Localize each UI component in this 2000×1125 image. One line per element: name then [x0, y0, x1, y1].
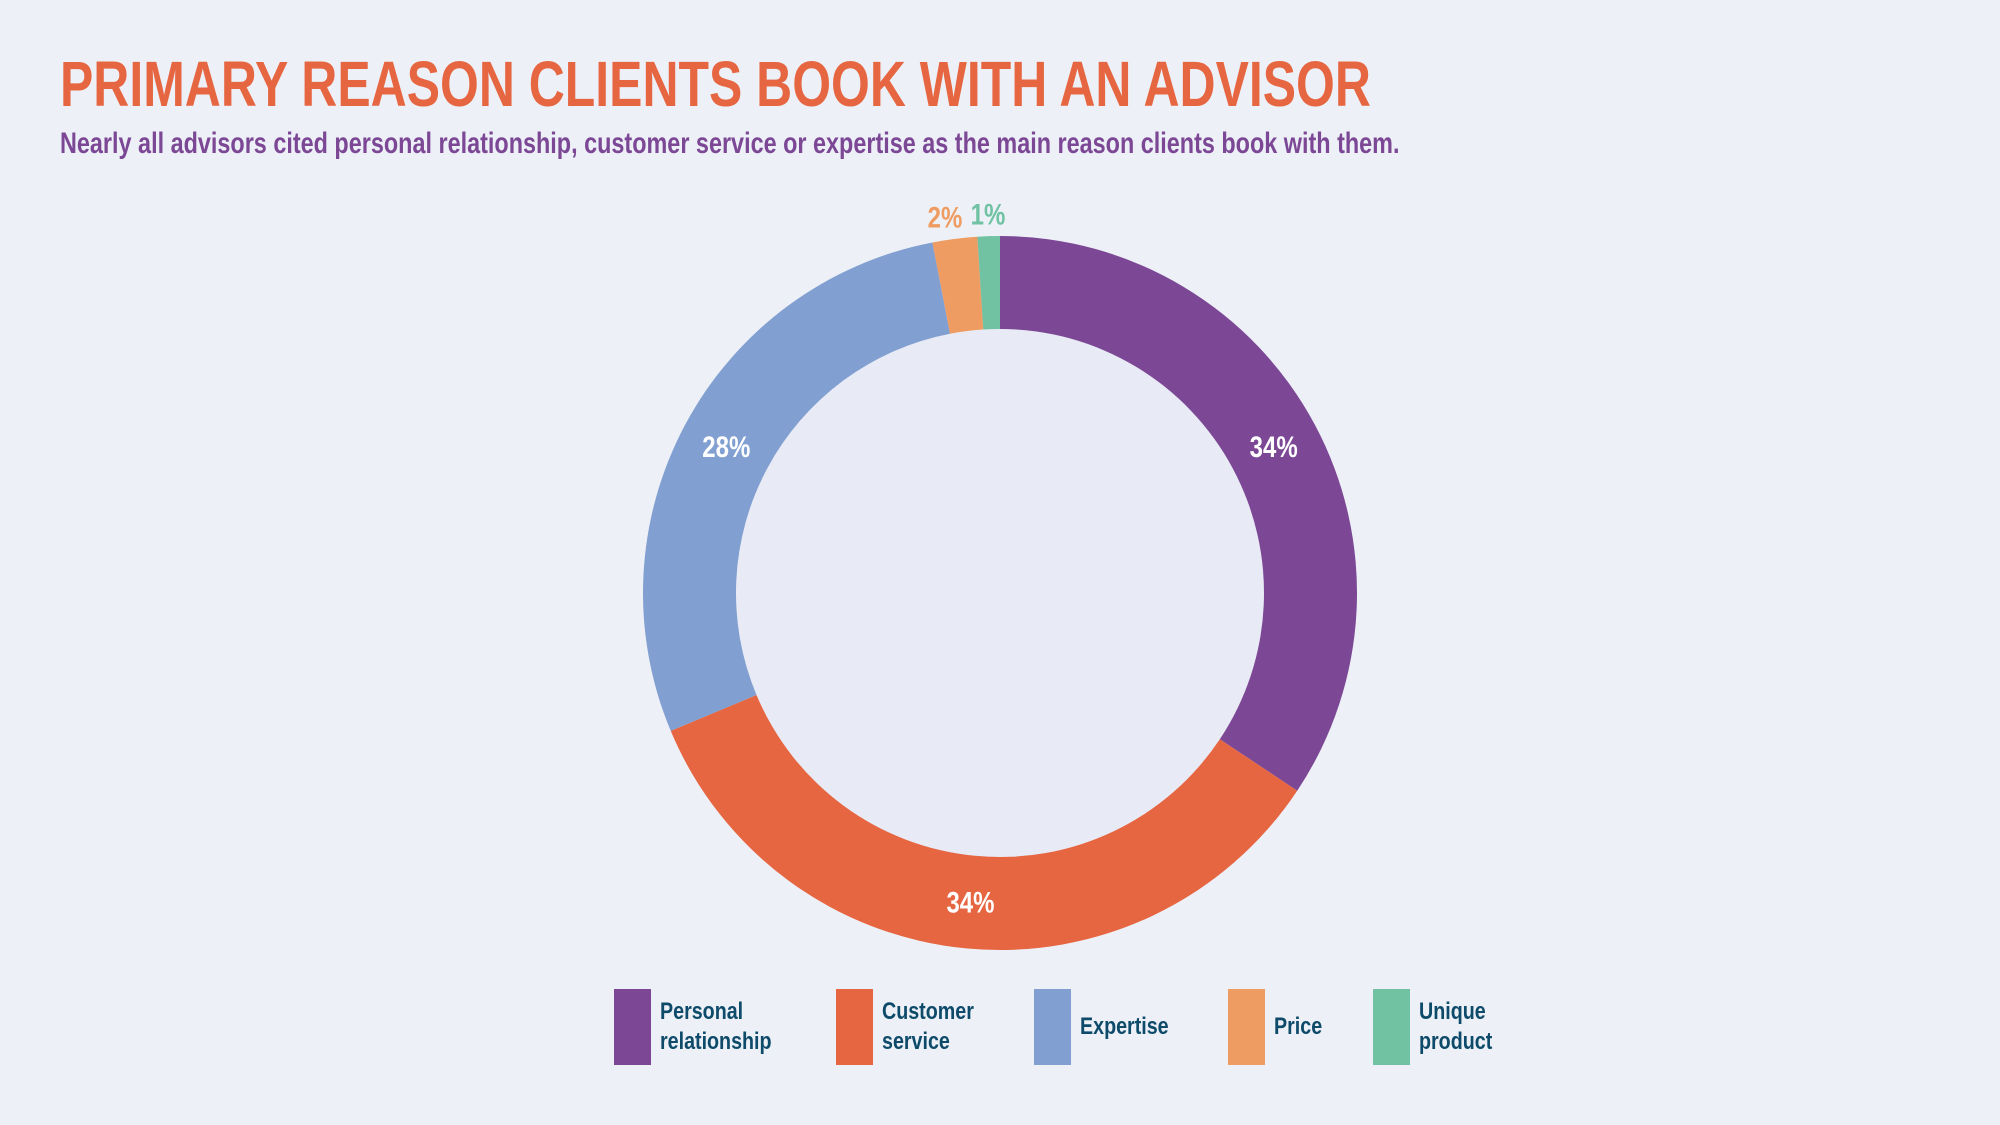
- donut-hole: [736, 329, 1264, 857]
- legend-item-expertise: Expertise: [1034, 989, 1188, 1065]
- legend-label: Customer service: [882, 998, 974, 1055]
- legend-swatch: [1034, 989, 1072, 1065]
- slice-unique-product: [977, 236, 1000, 330]
- legend-label: Unique product: [1418, 998, 1493, 1055]
- chart-subtitle: Nearly all advisors cited personal relat…: [60, 127, 1400, 160]
- slice-customer-service: [670, 694, 1298, 950]
- legend-label: Personal relationship: [660, 998, 772, 1055]
- legend-swatch: [1228, 989, 1266, 1065]
- slice-label-customer-service: 34%: [946, 885, 994, 919]
- legend-swatch: [1372, 989, 1410, 1065]
- slice-price: [932, 236, 984, 334]
- slice-label-unique-product: 1%: [971, 197, 1006, 231]
- slice-label-personal-relationship: 34%: [1250, 429, 1298, 463]
- legend-swatch: [614, 989, 651, 1065]
- slice-personal-relationship: [1000, 236, 1357, 791]
- chart-title: PRIMARY REASON CLIENTS BOOK WITH AN ADVI…: [60, 48, 1371, 120]
- legend-item-unique-product: Unique product: [1372, 989, 1508, 1065]
- slice-label-price: 2%: [928, 200, 963, 234]
- legend-item-customer-service: Customer service: [836, 989, 994, 1065]
- legend-label: Expertise: [1080, 1013, 1169, 1040]
- legend-item-personal-relationship: Personal relationship: [614, 989, 796, 1065]
- slice-label-expertise: 28%: [702, 429, 750, 463]
- slice-expertise: [643, 242, 951, 731]
- legend-label: Price: [1274, 1013, 1323, 1040]
- legend-item-price: Price: [1228, 989, 1333, 1065]
- donut-chart: 34% 34% 28% 2% 1%: [643, 197, 1357, 950]
- legend-swatch: [836, 989, 874, 1065]
- chart-legend: Personal relationship Customer service Exper…: [614, 989, 1548, 1065]
